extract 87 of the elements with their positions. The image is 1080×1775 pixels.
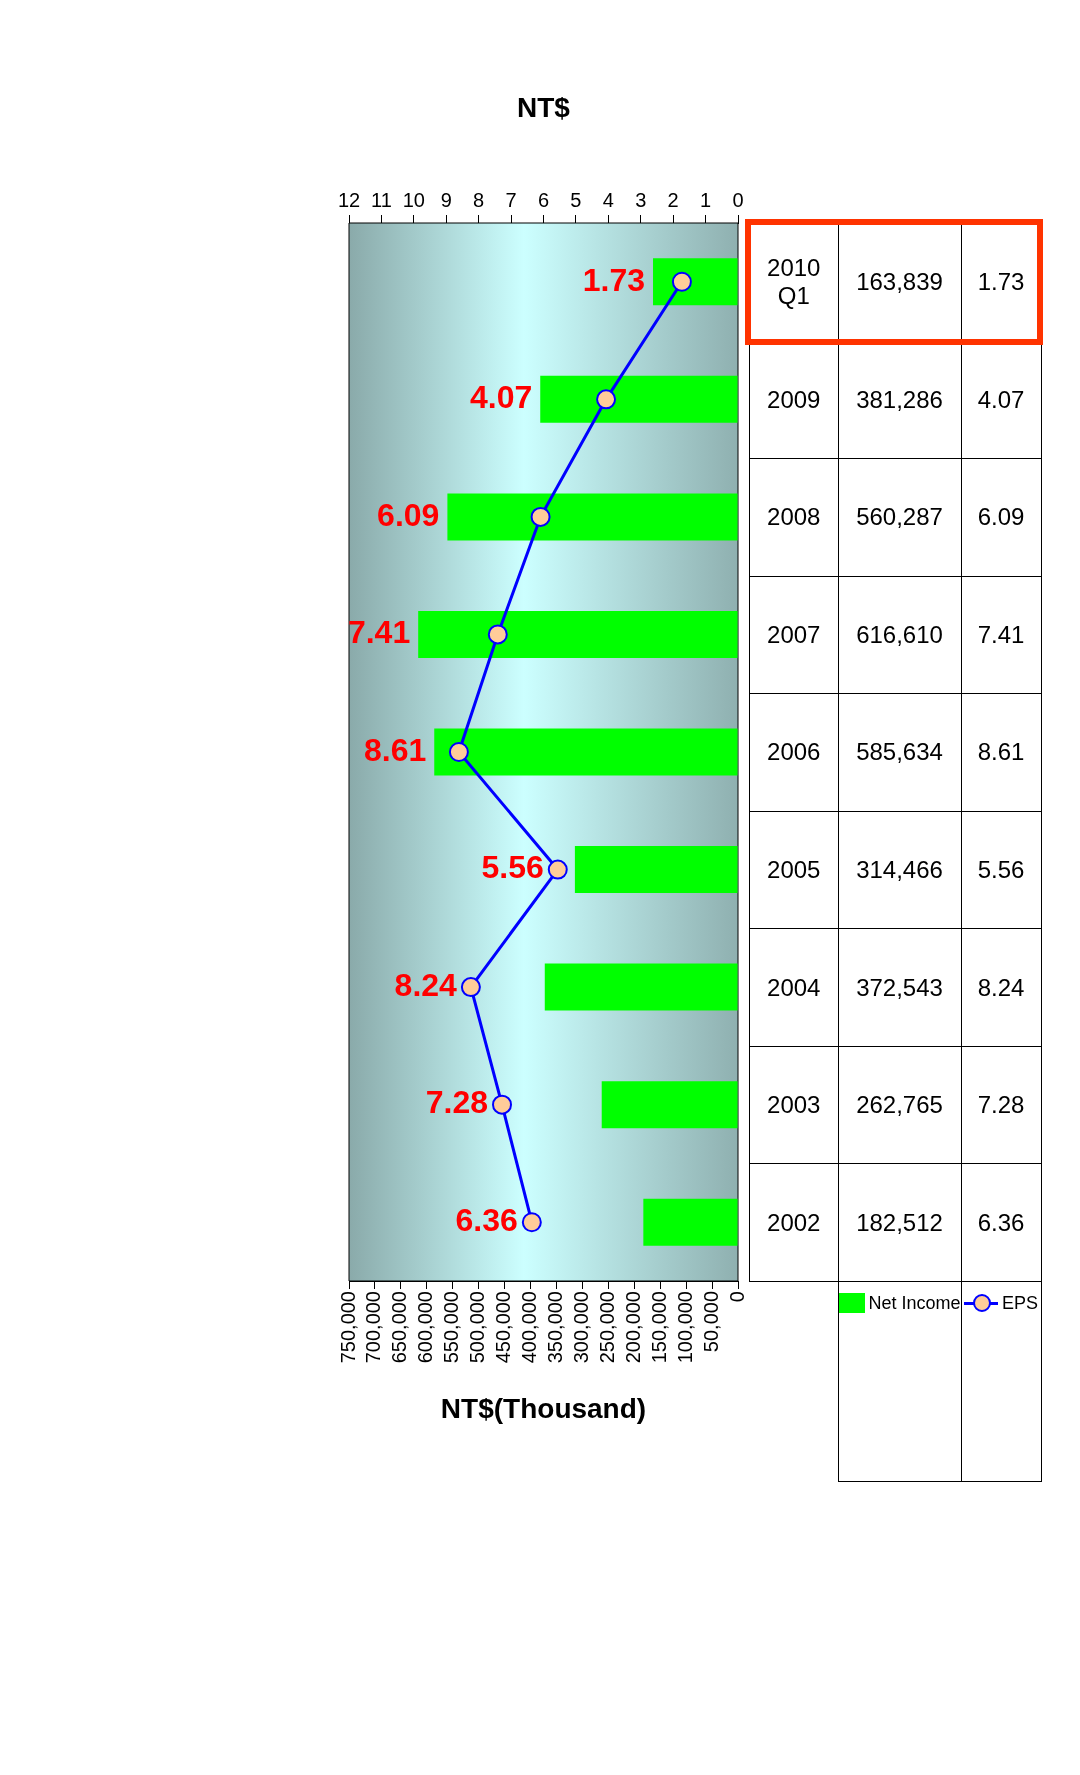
y-tick-label: 2007 bbox=[749, 576, 838, 694]
bar bbox=[447, 493, 738, 541]
x2-tick-label: 4 bbox=[602, 188, 614, 211]
x-tick-label: 750,000 bbox=[336, 1291, 359, 1364]
y-tick-label: 2004 bbox=[749, 928, 838, 1047]
x-tick-label: 50,000 bbox=[699, 1291, 722, 1353]
y-tick-label: 2006 bbox=[749, 693, 838, 812]
text: 7.28 bbox=[425, 1084, 489, 1121]
x-axis-title: NT$(Thousand) bbox=[440, 1392, 647, 1424]
x-tick-label: 300,000 bbox=[569, 1291, 592, 1364]
x2-axis-title: NT$ bbox=[517, 91, 571, 123]
y-tick-label: 2009 bbox=[749, 341, 838, 459]
x2-tick-label: 12 bbox=[337, 188, 361, 211]
data-label: 163,839 bbox=[838, 223, 962, 342]
point bbox=[671, 271, 692, 292]
data-label: 6.09 bbox=[961, 458, 1042, 577]
text: 6.09 bbox=[377, 496, 440, 533]
bar bbox=[643, 1198, 738, 1246]
y-tick-label: 2002 bbox=[749, 1163, 838, 1282]
bar bbox=[574, 846, 738, 894]
y-tick-label: 2005 bbox=[749, 811, 838, 929]
y-tick-label: 2008 bbox=[749, 458, 838, 577]
data-label: 262,765 bbox=[838, 1046, 962, 1164]
x-tick-label: 650,000 bbox=[388, 1291, 411, 1364]
data-label: 6.36 bbox=[961, 1163, 1042, 1282]
x-tick-label: 450,000 bbox=[492, 1291, 515, 1364]
data-label: 381,286 bbox=[838, 341, 962, 459]
data-label: 314,466 bbox=[838, 811, 962, 929]
y-tick-label: 2010 Q1 bbox=[749, 223, 838, 342]
text: 6.36 bbox=[455, 1202, 518, 1239]
x-tick-label: 100,000 bbox=[673, 1291, 696, 1364]
data-label: 560,287 bbox=[838, 458, 962, 577]
x-tick-label: 0 bbox=[725, 1291, 748, 1303]
text: 8.61 bbox=[363, 731, 427, 768]
bar bbox=[418, 610, 738, 658]
legend-label: EPS bbox=[1002, 1292, 1039, 1313]
point bbox=[596, 389, 617, 410]
data-label: 4.07 bbox=[961, 341, 1042, 459]
x2-tick-label: 2 bbox=[667, 188, 679, 211]
data-label: 1.73 bbox=[961, 223, 1042, 342]
x2-tick-label: 7 bbox=[505, 188, 517, 211]
y-tick-label: 2003 bbox=[749, 1046, 838, 1164]
text: 5.56 bbox=[481, 849, 544, 886]
data-label: 585,634 bbox=[838, 693, 962, 812]
point bbox=[460, 977, 481, 998]
bar bbox=[544, 963, 738, 1011]
bar bbox=[434, 728, 738, 776]
data-label: 5.56 bbox=[961, 811, 1042, 929]
x-tick-label: 250,000 bbox=[595, 1291, 618, 1364]
text: 8.24 bbox=[394, 966, 457, 1003]
x-tick-label: 600,000 bbox=[414, 1291, 437, 1364]
data-label: 182,512 bbox=[838, 1163, 962, 1282]
x2-tick-label: 8 bbox=[473, 188, 485, 211]
x2-tick-label: 6 bbox=[537, 188, 550, 211]
data-label: 7.41 bbox=[961, 576, 1042, 694]
data-label: 616,610 bbox=[838, 576, 962, 694]
legend-label: Net Income bbox=[868, 1292, 961, 1313]
bar bbox=[540, 375, 738, 423]
data-label: 372,543 bbox=[838, 928, 962, 1047]
x-tick-label: 400,000 bbox=[518, 1291, 541, 1364]
point bbox=[547, 859, 568, 880]
point bbox=[521, 1212, 542, 1233]
x2-tick-label: 5 bbox=[570, 188, 582, 211]
x-tick-label: 500,000 bbox=[466, 1291, 489, 1364]
x-tick-label: 350,000 bbox=[543, 1291, 566, 1364]
x-tick-label: 700,000 bbox=[362, 1291, 385, 1364]
data-label: 7.28 bbox=[961, 1046, 1042, 1164]
x2-tick-label: 10 bbox=[402, 188, 425, 211]
point bbox=[530, 506, 551, 527]
data-label: 8.24 bbox=[961, 928, 1042, 1047]
x2-tick-label: 3 bbox=[635, 188, 647, 211]
bar bbox=[601, 1081, 738, 1129]
x2-tick-label: 9 bbox=[440, 188, 452, 211]
x-tick-label: 200,000 bbox=[621, 1291, 644, 1364]
bar bbox=[653, 258, 738, 306]
text: 7.41 bbox=[347, 614, 411, 651]
x-tick-label: 150,000 bbox=[647, 1291, 670, 1364]
x2-tick-label: 11 bbox=[371, 188, 392, 211]
data-label: 8.61 bbox=[961, 693, 1042, 812]
point bbox=[492, 1094, 513, 1115]
x2-tick-label: 0 bbox=[732, 188, 744, 211]
point bbox=[487, 624, 508, 645]
text: 1.73 bbox=[582, 261, 646, 298]
text: 4.07 bbox=[469, 379, 533, 416]
x2-tick-label: 1 bbox=[700, 188, 712, 211]
point bbox=[448, 742, 469, 762]
x-tick-label: 550,000 bbox=[440, 1291, 463, 1364]
